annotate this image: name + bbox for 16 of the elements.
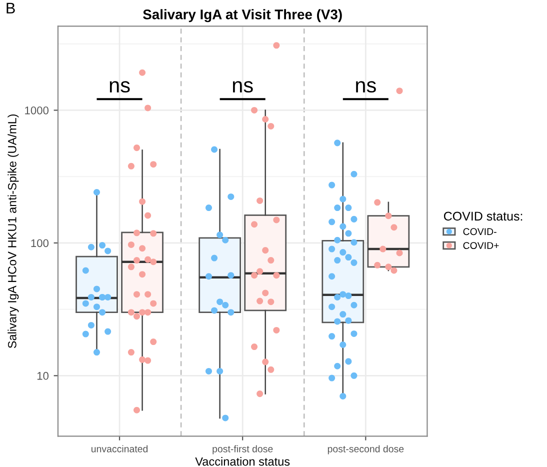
y-tick-label: 10 — [37, 372, 49, 380]
y-tick-label: 100 — [31, 239, 49, 248]
annotation: ns — [232, 81, 253, 93]
y-axis-title: Salivary IgA HCoV HKU1 anti-Spike (UA/mL) — [8, 114, 19, 348]
chart-title: Salivary IgA at Visit Three (V3) — [143, 9, 342, 22]
y-tick-label: 1000 — [25, 106, 49, 114]
annotation: ns — [356, 81, 376, 93]
annotation: ns — [110, 81, 130, 93]
x-tick-label: post-first dose — [212, 445, 273, 454]
text: B — [6, 2, 15, 14]
legend-title: COVID status: — [444, 212, 522, 221]
x-axis-title: Vaccination status — [195, 457, 290, 466]
x-tick-label: post-second dose — [328, 445, 404, 454]
legend-label: COVID- — [463, 228, 496, 236]
x-tick-label: unvaccinated — [92, 445, 148, 452]
legend-label: COVID+ — [463, 242, 499, 249]
